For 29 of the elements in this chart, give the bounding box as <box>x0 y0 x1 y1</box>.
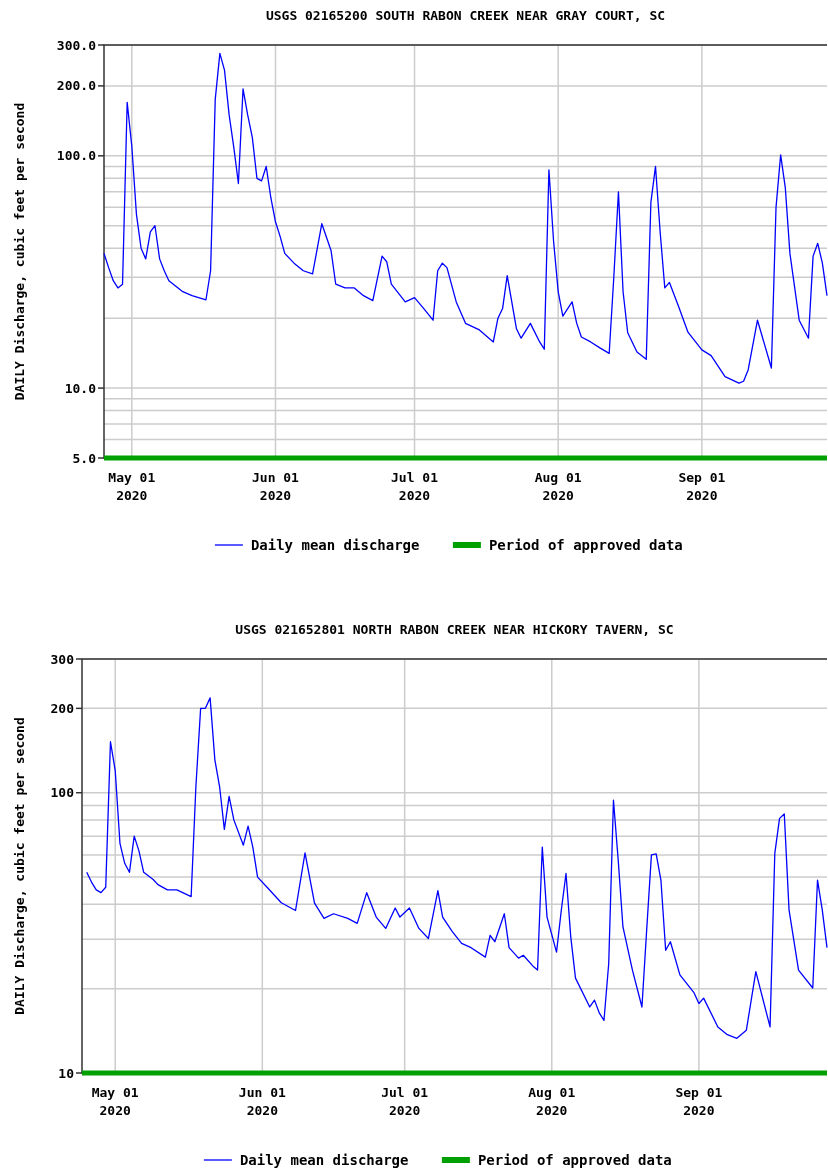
chart-title: USGS 02165200 SOUTH RABON CREEK NEAR GRAY COURT, SC <box>265 8 666 23</box>
y-axis-title: DAILY Discharge, cubic feet per second <box>12 102 27 401</box>
legend-label: Period of approved data <box>488 536 683 553</box>
chart-title: USGS 021652801 NORTH RABON CREEK NEAR HICKORY TAVERN, SC <box>235 622 674 637</box>
y-tick-label: 200 <box>50 700 75 716</box>
x-tick-label: Aug 01 2020 <box>528 1085 576 1118</box>
y-tick-label: 200.0 <box>56 78 97 94</box>
y-tick-label: 10 <box>58 1065 75 1081</box>
legend-label: Daily mean discharge <box>239 1151 409 1168</box>
x-tick-label: Aug 01 2020 <box>534 470 582 503</box>
x-tick-label: Jun 01 2020 <box>252 470 300 503</box>
y-tick-label: 5.0 <box>72 450 97 466</box>
legend-label: Period of approved data <box>477 1151 672 1168</box>
x-tick-label: May 01 2020 <box>91 1085 139 1118</box>
x-tick-label: Sep 01 2020 <box>675 1085 723 1118</box>
y-tick-label: 300.0 <box>56 37 97 53</box>
x-tick-label: May 01 2020 <box>108 470 156 503</box>
y-axis-title: DAILY Discharge, cubic feet per second <box>12 717 27 1015</box>
x-tick-label: Jul 01 2020 <box>381 1085 429 1118</box>
line-series <box>103 52 828 384</box>
legend-label: Daily mean discharge <box>250 536 420 553</box>
x-tick-label: Jun 01 2020 <box>238 1085 286 1118</box>
line-series <box>86 697 828 1039</box>
y-tick-label: 100.0 <box>56 148 97 164</box>
y-tick-label: 10.0 <box>64 380 97 396</box>
y-tick-label: 100 <box>50 785 75 801</box>
x-tick-label: Sep 01 2020 <box>678 470 726 503</box>
y-tick-label: 300 <box>50 651 75 667</box>
x-tick-label: Jul 01 2020 <box>391 470 439 503</box>
